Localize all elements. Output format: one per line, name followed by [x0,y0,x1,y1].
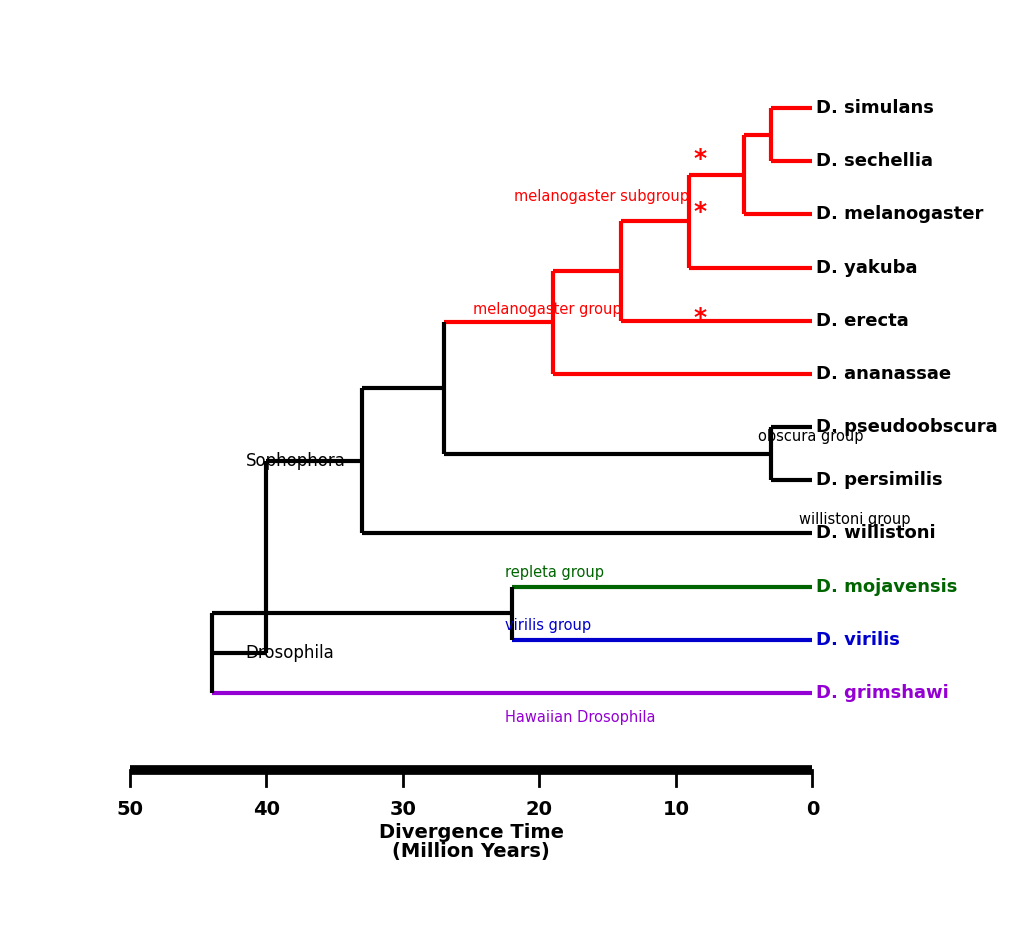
Text: D. virilis: D. virilis [816,631,900,649]
Text: D. persimilis: D. persimilis [816,472,943,489]
Text: Drosophila: Drosophila [246,644,335,662]
Text: melanogaster group: melanogaster group [473,302,622,317]
Text: (Million Years): (Million Years) [392,842,550,861]
Text: Divergence Time: Divergence Time [379,823,563,842]
Text: D. mojavensis: D. mojavensis [816,578,957,596]
Text: D. willistoni: D. willistoni [816,524,936,542]
Text: 10: 10 [663,800,689,819]
Text: *: * [693,146,707,171]
Text: D. ananassae: D. ananassae [816,365,951,383]
Text: *: * [693,306,707,330]
Text: virilis group: virilis group [505,619,591,634]
Text: 0: 0 [806,800,819,819]
Text: D. grimshawi: D. grimshawi [816,684,949,702]
Text: Sophophora: Sophophora [246,452,346,470]
Text: D. melanogaster: D. melanogaster [816,206,984,223]
Text: D. simulans: D. simulans [816,99,934,117]
Text: 40: 40 [253,800,280,819]
Text: 20: 20 [525,800,553,819]
Text: D. pseudoobscura: D. pseudoobscura [816,418,998,436]
Text: 30: 30 [389,800,416,819]
Text: obscura group: obscura group [758,429,863,444]
Text: willistoni group: willistoni group [799,512,910,527]
Text: 50: 50 [116,800,143,819]
Text: Hawaiian Drosophila: Hawaiian Drosophila [505,710,655,725]
Text: repleta group: repleta group [505,565,604,580]
Text: D. sechellia: D. sechellia [816,152,934,171]
Text: *: * [693,200,707,223]
Text: melanogaster subgroup: melanogaster subgroup [514,189,689,204]
Text: D. erecta: D. erecta [816,312,909,330]
Text: D. yakuba: D. yakuba [816,258,918,276]
